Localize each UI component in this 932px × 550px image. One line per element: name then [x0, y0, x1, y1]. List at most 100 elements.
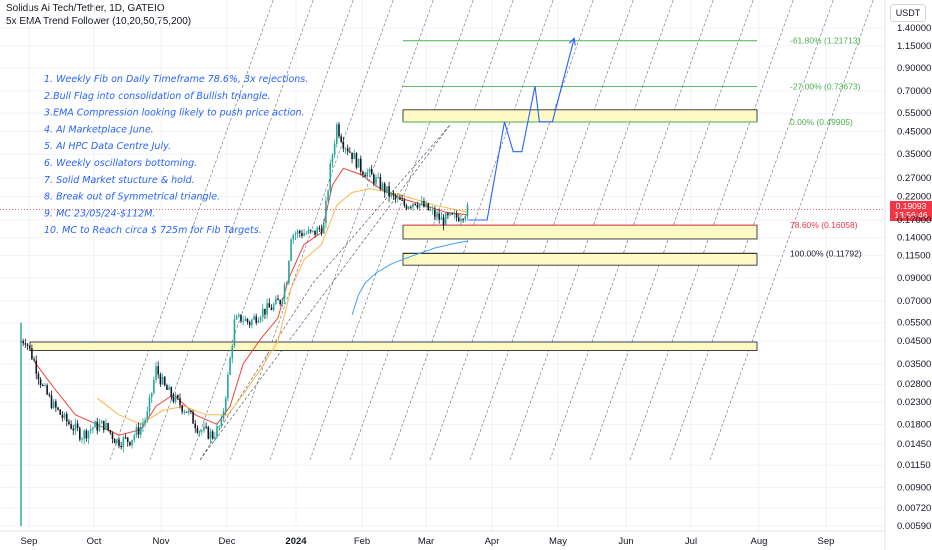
- candle-body: [449, 213, 451, 216]
- candle-body: [264, 308, 266, 315]
- candle-body: [357, 158, 360, 168]
- candle-body: [349, 151, 351, 153]
- y-tick-label: 0.17000: [897, 215, 931, 226]
- candles: [20, 121, 469, 526]
- candle-body: [61, 414, 64, 418]
- candle-body: [320, 228, 323, 234]
- candle-body: [431, 209, 434, 211]
- candle-body: [301, 233, 303, 236]
- candle-body: [303, 233, 305, 236]
- y-tick-label: 0.55000: [897, 108, 931, 119]
- candle-body: [76, 423, 79, 429]
- candle-body: [172, 396, 175, 402]
- candle-body: [412, 203, 414, 207]
- candle-body: [327, 190, 329, 201]
- candle-body: [87, 431, 90, 439]
- candle-body: [296, 230, 299, 235]
- x-tick-label: 2024: [285, 536, 307, 547]
- candle-body: [322, 222, 325, 234]
- candle-body: [35, 360, 38, 374]
- candle-body: [155, 366, 157, 380]
- candle-body: [44, 385, 46, 387]
- fib-level-label: -27.00% (0.73673): [790, 81, 861, 91]
- y-tick-label: 0.04500: [897, 336, 931, 347]
- candle-body: [253, 316, 255, 320]
- y-tick-label: 0.00720: [897, 503, 931, 514]
- candle-body: [383, 183, 386, 193]
- chart-title: Solidus Ai Tech/Tether, 1D, GATEIO: [6, 3, 165, 14]
- candle-body: [96, 421, 99, 431]
- candle-body: [166, 385, 168, 390]
- candle-body: [222, 411, 225, 419]
- y-tick-label: 0.02800: [897, 379, 931, 390]
- candle-body: [55, 401, 57, 408]
- candle-body: [129, 441, 131, 446]
- fib-levels: -61.80% (1.21713) -27.00% (0.73673) 0.00% …: [0, 36, 885, 258]
- candle-body: [181, 405, 183, 412]
- indicator-label[interactable]: 5x EMA Trend Follower (10,20,50,75,200): [6, 16, 192, 27]
- candle-body: [277, 298, 279, 301]
- candle-body: [79, 428, 81, 440]
- candle-body: [346, 148, 349, 152]
- candle-body: [370, 168, 373, 175]
- candle-body: [89, 429, 92, 432]
- projection-arrowhead: [568, 37, 576, 46]
- candle-body: [442, 217, 445, 225]
- candle-body: [233, 319, 236, 346]
- candle-body: [170, 387, 173, 397]
- candle-body: [161, 376, 164, 385]
- candle-body: [85, 430, 88, 439]
- candle-body: [460, 219, 462, 222]
- candle-body: [266, 303, 268, 315]
- candle-body: [344, 148, 347, 150]
- candle-body: [224, 398, 227, 412]
- candle-body: [444, 213, 447, 225]
- x-tick-label: Dec: [219, 536, 236, 547]
- note-line: 5. AI HPC Data Centre July.: [44, 141, 171, 152]
- candle-body: [336, 124, 338, 145]
- candle-body: [209, 431, 212, 439]
- candle-body: [235, 316, 238, 320]
- candle-body: [146, 411, 149, 420]
- note-line: 10. MC to Reach circa $ 725m for Fib Tar…: [44, 225, 262, 236]
- currency-unit-button[interactable]: USDT: [890, 4, 926, 22]
- y-tick-label: 0.09000: [897, 273, 931, 284]
- candle-body: [192, 411, 194, 424]
- y-tick-label: 1.15000: [897, 41, 931, 52]
- candle-body: [429, 209, 432, 211]
- candle-body: [351, 152, 353, 160]
- y-tick-label: 0.22000: [897, 192, 931, 203]
- candle-body: [22, 341, 24, 344]
- candle-body: [353, 153, 356, 160]
- note-line: 9. MC 23/05/24-$112M.: [44, 208, 155, 219]
- candle-body: [148, 397, 151, 412]
- candle-body: [137, 427, 140, 435]
- x-tick-label: Mar: [418, 536, 434, 547]
- candle-body: [220, 418, 223, 427]
- candle-body: [94, 421, 96, 428]
- candle-body: [39, 379, 42, 386]
- candle-body: [194, 423, 197, 429]
- candle-body: [416, 204, 419, 208]
- candle-body: [33, 359, 35, 361]
- note-line: 6. Weekly oscillators bottoming.: [44, 158, 197, 169]
- candle-body: [407, 206, 410, 209]
- candle-body: [427, 203, 430, 211]
- y-tick-label: 1.40000: [897, 23, 931, 34]
- candle-body: [355, 153, 358, 168]
- candle-body: [100, 420, 103, 424]
- note-line: 3.EMA Compression looking likely to push…: [44, 108, 305, 119]
- y-tick-label: 0.90000: [897, 63, 931, 74]
- support-zones: [29, 109, 758, 351]
- candle-body: [81, 438, 83, 440]
- last-price-value: 0.19093: [895, 201, 927, 211]
- candle-body: [281, 298, 284, 305]
- candle-body: [240, 314, 242, 322]
- candle-body: [59, 409, 62, 415]
- candle-body: [118, 439, 120, 446]
- candle-body: [462, 219, 464, 221]
- candle-body: [50, 395, 53, 408]
- candle-body: [231, 345, 234, 359]
- y-tick-label: 0.11500: [897, 251, 931, 262]
